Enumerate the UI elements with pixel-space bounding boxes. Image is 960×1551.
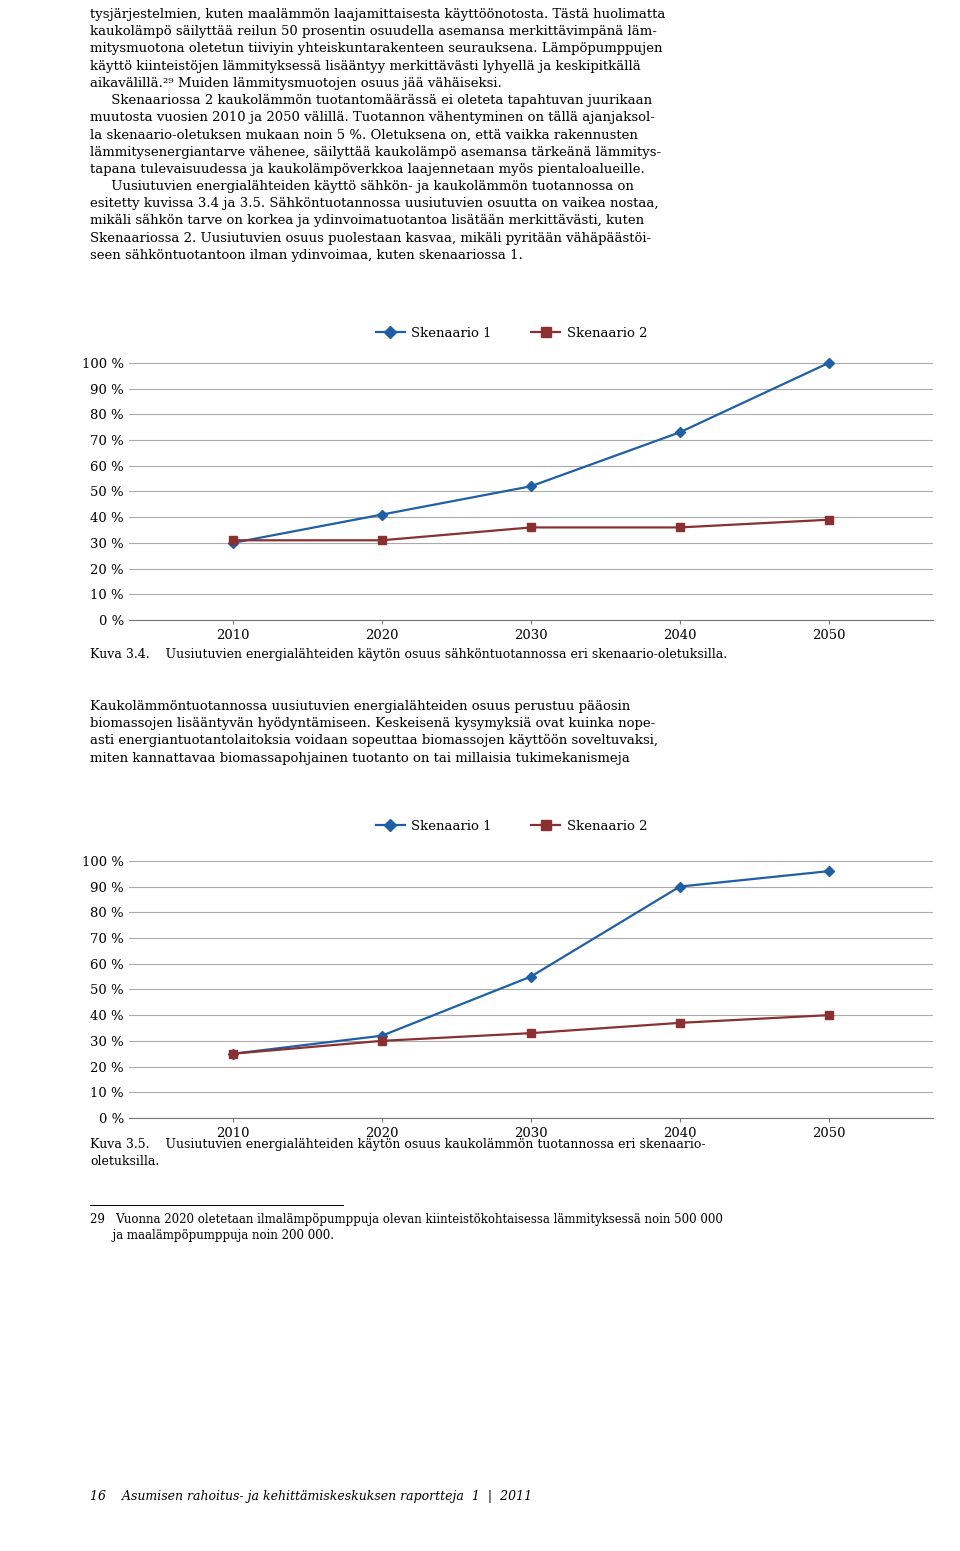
Text: Kuva 3.5.    Uusiutuvien energialähteiden käytön osuus kaukolämmön tuotannossa e: Kuva 3.5. Uusiutuvien energialähteiden k…: [90, 1138, 706, 1168]
Text: Kuva 3.4.    Uusiutuvien energialähteiden käytön osuus sähköntuotannossa eri ske: Kuva 3.4. Uusiutuvien energialähteiden k…: [90, 648, 728, 661]
Text: Kaukolämmöntuotannossa uusiutuvien energialähteiden osuus perustuu pääosin
bioma: Kaukolämmöntuotannossa uusiutuvien energ…: [90, 700, 659, 765]
Text: 16    Asumisen rahoitus- ja kehittämiskeskuksen raportteja  1  |  2011: 16 Asumisen rahoitus- ja kehittämiskesku…: [90, 1491, 533, 1503]
Legend: Skenaario 1, Skenaario 2: Skenaario 1, Skenaario 2: [371, 814, 653, 838]
Text: tysjärjestelmien, kuten maalämmön laajamittaisesta käyttöönotosta. Tästä huolima: tysjärjestelmien, kuten maalämmön laajam…: [90, 8, 665, 262]
Legend: Skenaario 1, Skenaario 2: Skenaario 1, Skenaario 2: [371, 321, 653, 346]
Text: 29   Vuonna 2020 oletetaan ilmalämpöpumppuja olevan kiinteistökohtaisessa lämmit: 29 Vuonna 2020 oletetaan ilmalämpöpumppu…: [90, 1213, 723, 1242]
